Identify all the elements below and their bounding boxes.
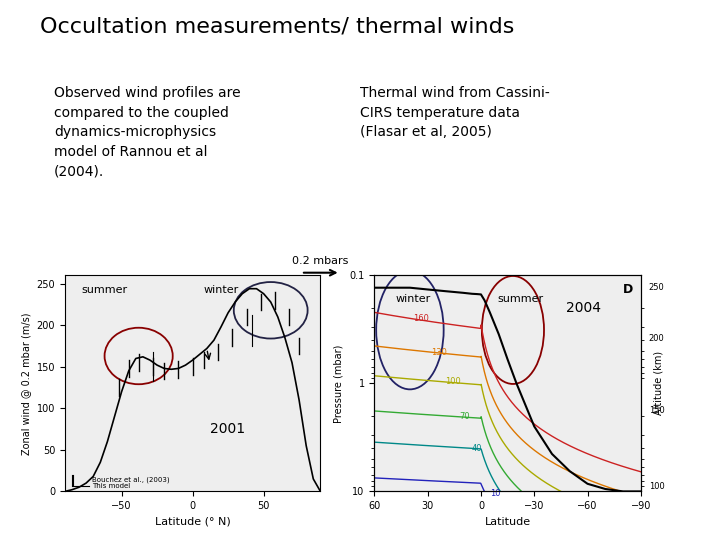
Text: 250: 250 [649, 283, 665, 292]
X-axis label: Latitude (° N): Latitude (° N) [155, 517, 230, 526]
Y-axis label: Altitude (km): Altitude (km) [654, 352, 664, 415]
Text: 100: 100 [649, 482, 665, 491]
Text: 150: 150 [649, 407, 665, 415]
Text: winter: winter [203, 285, 238, 295]
X-axis label: Latitude: Latitude [485, 517, 531, 526]
Y-axis label: Zonal wind @ 0.2 mbar (m/s): Zonal wind @ 0.2 mbar (m/s) [21, 312, 31, 455]
Text: summer: summer [81, 285, 127, 295]
Text: 130: 130 [431, 348, 447, 357]
Text: 160: 160 [413, 314, 429, 323]
Text: 70: 70 [459, 413, 470, 421]
Text: 2004: 2004 [566, 301, 601, 315]
Text: 100: 100 [446, 377, 462, 387]
Text: 40: 40 [472, 444, 482, 453]
Y-axis label: Pressure (mbar): Pressure (mbar) [334, 344, 344, 423]
Text: Observed wind profiles are
compared to the coupled
dynamics-microphysics
model o: Observed wind profiles are compared to t… [54, 86, 240, 178]
Text: Bouchez et al., (2003): Bouchez et al., (2003) [91, 476, 169, 483]
Text: 0.2 mbars: 0.2 mbars [292, 256, 348, 266]
Text: Occultation measurements/ thermal winds: Occultation measurements/ thermal winds [40, 16, 514, 36]
Text: 200: 200 [649, 334, 665, 342]
Text: winter: winter [396, 294, 431, 303]
Text: 2001: 2001 [210, 422, 245, 436]
Text: summer: summer [497, 294, 543, 303]
Text: 10: 10 [490, 489, 500, 498]
Text: This model: This model [91, 483, 130, 489]
Text: D: D [623, 283, 634, 296]
Text: Thermal wind from Cassini-
CIRS temperature data
(Flasar et al, 2005): Thermal wind from Cassini- CIRS temperat… [360, 86, 550, 139]
